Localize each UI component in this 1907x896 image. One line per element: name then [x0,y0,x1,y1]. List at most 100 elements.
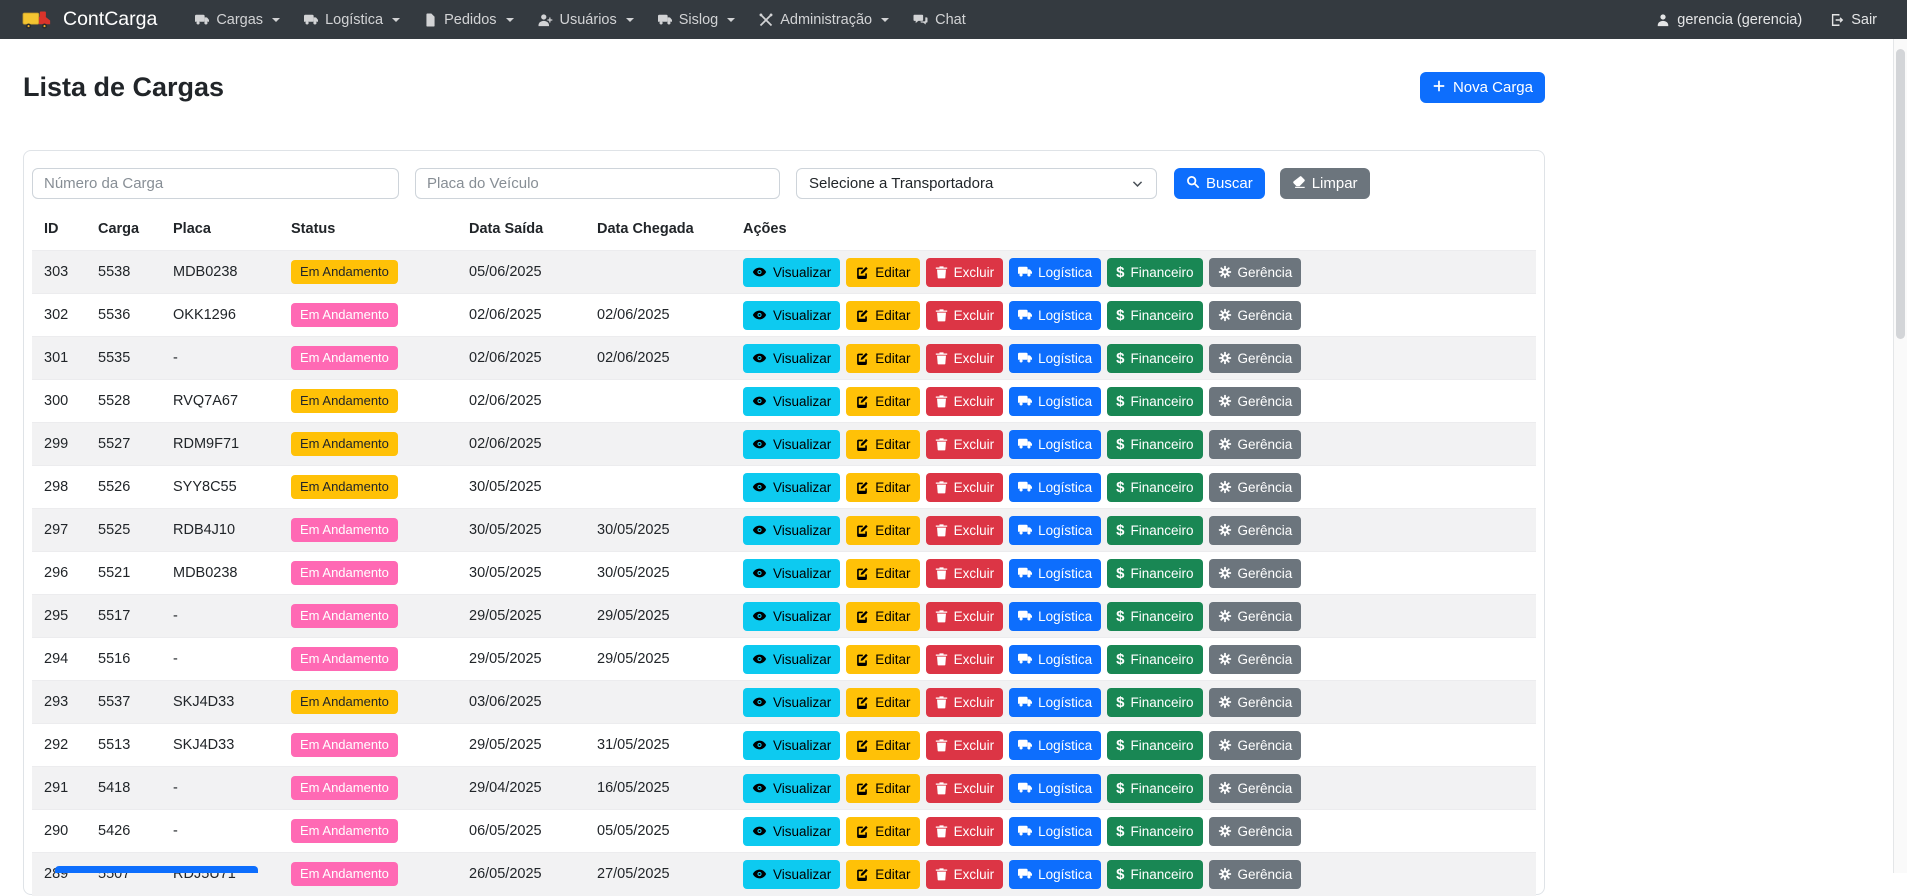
nav-item-logistica[interactable]: Logística [304,12,401,28]
visualizar-button[interactable]: Visualizar [743,601,841,631]
financeiro-button[interactable]: $ Financeiro [1107,601,1203,631]
logistica-button[interactable]: Logística [1009,257,1102,287]
financeiro-button[interactable]: $ Financeiro [1107,300,1203,330]
numero-carga-input[interactable] [32,168,399,199]
financeiro-button[interactable]: $ Financeiro [1107,257,1203,287]
excluir-button[interactable]: Excluir [925,773,1004,803]
gerencia-button[interactable]: Gerência [1208,386,1302,416]
financeiro-button[interactable]: $ Financeiro [1107,558,1203,588]
logistica-button[interactable]: Logística [1009,558,1102,588]
editar-button[interactable]: Editar [846,644,920,674]
logistica-button[interactable]: Logística [1009,859,1102,889]
vertical-scrollbar-track[interactable] [1893,39,1907,873]
visualizar-button[interactable]: Visualizar [743,644,841,674]
gerencia-button[interactable]: Gerência [1208,730,1302,760]
editar-button[interactable]: Editar [846,343,920,373]
editar-button[interactable]: Editar [846,773,920,803]
excluir-button[interactable]: Excluir [925,687,1004,717]
visualizar-button[interactable]: Visualizar [743,300,841,330]
logistica-button[interactable]: Logística [1009,644,1102,674]
excluir-button[interactable]: Excluir [925,859,1004,889]
editar-button[interactable]: Editar [846,601,920,631]
gerencia-button[interactable]: Gerência [1208,472,1302,502]
visualizar-button[interactable]: Visualizar [743,773,841,803]
editar-button[interactable]: Editar [846,429,920,459]
gerencia-button[interactable]: Gerência [1208,773,1302,803]
excluir-button[interactable]: Excluir [925,515,1004,545]
logistica-button[interactable]: Logística [1009,300,1102,330]
visualizar-button[interactable]: Visualizar [743,257,841,287]
financeiro-button[interactable]: $ Financeiro [1107,773,1203,803]
nav-item-cargas[interactable]: Cargas [195,12,281,28]
excluir-button[interactable]: Excluir [925,644,1004,674]
excluir-button[interactable]: Excluir [925,257,1004,287]
financeiro-button[interactable]: $ Financeiro [1107,515,1203,545]
placa-veiculo-input[interactable] [415,168,780,199]
editar-button[interactable]: Editar [846,859,920,889]
financeiro-button[interactable]: $ Financeiro [1107,687,1203,717]
nav-item-chat[interactable]: Chat [913,12,966,28]
gerencia-button[interactable]: Gerência [1208,300,1302,330]
editar-button[interactable]: Editar [846,300,920,330]
editar-button[interactable]: Editar [846,558,920,588]
gerencia-button[interactable]: Gerência [1208,859,1302,889]
logistica-button[interactable]: Logística [1009,472,1102,502]
visualizar-button[interactable]: Visualizar [743,816,841,846]
financeiro-button[interactable]: $ Financeiro [1107,429,1203,459]
financeiro-button[interactable]: $ Financeiro [1107,386,1203,416]
financeiro-button[interactable]: $ Financeiro [1107,472,1203,502]
horizontal-scrollbar-thumb[interactable] [55,866,258,873]
logout-button[interactable]: Sair [1830,12,1877,28]
visualizar-button[interactable]: Visualizar [743,472,841,502]
excluir-button[interactable]: Excluir [925,386,1004,416]
buscar-button[interactable]: Buscar [1174,168,1265,199]
gerencia-button[interactable]: Gerência [1208,601,1302,631]
visualizar-button[interactable]: Visualizar [743,343,841,373]
gerencia-button[interactable]: Gerência [1208,343,1302,373]
logistica-button[interactable]: Logística [1009,730,1102,760]
visualizar-button[interactable]: Visualizar [743,558,841,588]
limpar-button[interactable]: Limpar [1279,168,1370,199]
financeiro-button[interactable]: $ Financeiro [1107,343,1203,373]
brand-area[interactable]: ContCarga [22,8,157,31]
nav-item-usuarios[interactable]: Usuários [538,12,634,28]
editar-button[interactable]: Editar [846,687,920,717]
editar-button[interactable]: Editar [846,515,920,545]
excluir-button[interactable]: Excluir [925,601,1004,631]
nova-carga-button[interactable]: Nova Carga [1419,72,1545,103]
nav-item-pedidos[interactable]: Pedidos [424,12,514,28]
financeiro-button[interactable]: $ Financeiro [1107,730,1203,760]
logistica-button[interactable]: Logística [1009,687,1102,717]
financeiro-button[interactable]: $ Financeiro [1107,644,1203,674]
user-menu[interactable]: gerencia (gerencia) [1656,12,1802,28]
editar-button[interactable]: Editar [846,472,920,502]
logistica-button[interactable]: Logística [1009,429,1102,459]
visualizar-button[interactable]: Visualizar [743,386,841,416]
excluir-button[interactable]: Excluir [925,300,1004,330]
gerencia-button[interactable]: Gerência [1208,644,1302,674]
vertical-scrollbar-thumb[interactable] [1896,49,1905,339]
excluir-button[interactable]: Excluir [925,730,1004,760]
nav-item-administracao[interactable]: Administração [759,12,890,28]
nav-item-sislog[interactable]: Sislog [657,12,736,28]
excluir-button[interactable]: Excluir [925,429,1004,459]
logistica-button[interactable]: Logística [1009,773,1102,803]
gerencia-button[interactable]: Gerência [1208,558,1302,588]
logistica-button[interactable]: Logística [1009,816,1102,846]
gerencia-button[interactable]: Gerência [1208,257,1302,287]
financeiro-button[interactable]: $ Financeiro [1107,816,1203,846]
gerencia-button[interactable]: Gerência [1208,429,1302,459]
visualizar-button[interactable]: Visualizar [743,730,841,760]
excluir-button[interactable]: Excluir [925,558,1004,588]
excluir-button[interactable]: Excluir [925,343,1004,373]
gerencia-button[interactable]: Gerência [1208,515,1302,545]
logistica-button[interactable]: Logística [1009,515,1102,545]
visualizar-button[interactable]: Visualizar [743,429,841,459]
editar-button[interactable]: Editar [846,386,920,416]
gerencia-button[interactable]: Gerência [1208,687,1302,717]
editar-button[interactable]: Editar [846,257,920,287]
editar-button[interactable]: Editar [846,730,920,760]
transportadora-select[interactable]: Selecione a Transportadora [796,168,1157,199]
editar-button[interactable]: Editar [846,816,920,846]
logistica-button[interactable]: Logística [1009,343,1102,373]
